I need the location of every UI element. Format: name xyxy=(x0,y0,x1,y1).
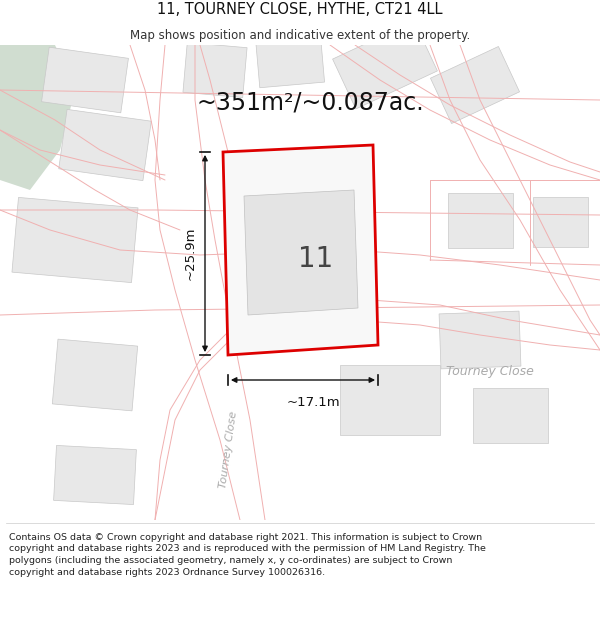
Bar xyxy=(448,192,512,248)
Bar xyxy=(332,21,437,109)
Bar xyxy=(59,109,151,181)
Text: Tourney Close: Tourney Close xyxy=(446,366,534,379)
Bar xyxy=(256,32,325,88)
Bar xyxy=(473,388,548,442)
Bar xyxy=(41,48,128,112)
Bar xyxy=(183,42,247,98)
Text: Tourney Close: Tourney Close xyxy=(218,411,238,489)
Bar xyxy=(430,46,520,124)
Bar xyxy=(53,446,136,504)
Bar xyxy=(439,311,521,369)
Text: ~17.1m: ~17.1m xyxy=(286,396,340,409)
Text: 11, TOURNEY CLOSE, HYTHE, CT21 4LL: 11, TOURNEY CLOSE, HYTHE, CT21 4LL xyxy=(157,2,443,18)
Bar xyxy=(340,365,440,435)
Text: ~25.9m: ~25.9m xyxy=(184,227,197,280)
Text: Contains OS data © Crown copyright and database right 2021. This information is : Contains OS data © Crown copyright and d… xyxy=(9,532,486,577)
Text: 11: 11 xyxy=(298,245,333,273)
Polygon shape xyxy=(223,145,378,355)
Text: ~351m²/~0.087ac.: ~351m²/~0.087ac. xyxy=(196,90,424,114)
Polygon shape xyxy=(0,45,75,190)
Bar xyxy=(533,197,587,247)
Polygon shape xyxy=(244,190,358,315)
Bar xyxy=(12,198,138,282)
Bar xyxy=(52,339,137,411)
Text: Map shows position and indicative extent of the property.: Map shows position and indicative extent… xyxy=(130,29,470,42)
